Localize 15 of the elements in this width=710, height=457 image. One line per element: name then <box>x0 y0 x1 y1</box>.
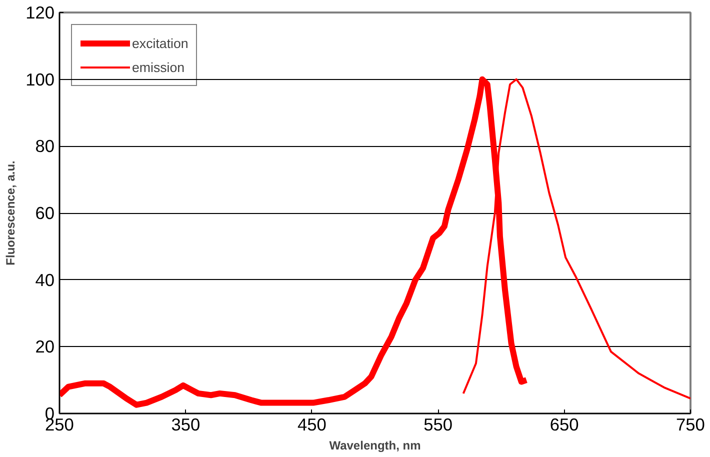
y-tick-label: 20 <box>35 336 55 357</box>
legend-label: emission <box>132 60 185 74</box>
y-tick-label: 80 <box>35 136 55 156</box>
x-axis-title: Wavelength, nm <box>329 438 421 452</box>
y-tick-label: 120 <box>26 2 55 22</box>
x-tick-label: 650 <box>550 414 579 434</box>
x-tick-label: 750 <box>676 414 705 434</box>
y-axis-title: Fluorescence, a.u. <box>4 160 18 266</box>
y-tick-label: 60 <box>35 203 55 223</box>
legend-label: excitation <box>132 36 188 50</box>
x-tick-label: 450 <box>297 414 326 434</box>
x-tick-label: 550 <box>424 414 453 434</box>
x-tick-label: 350 <box>171 414 200 434</box>
y-tick-label: 100 <box>26 69 55 90</box>
y-tick-label: 40 <box>35 270 55 290</box>
